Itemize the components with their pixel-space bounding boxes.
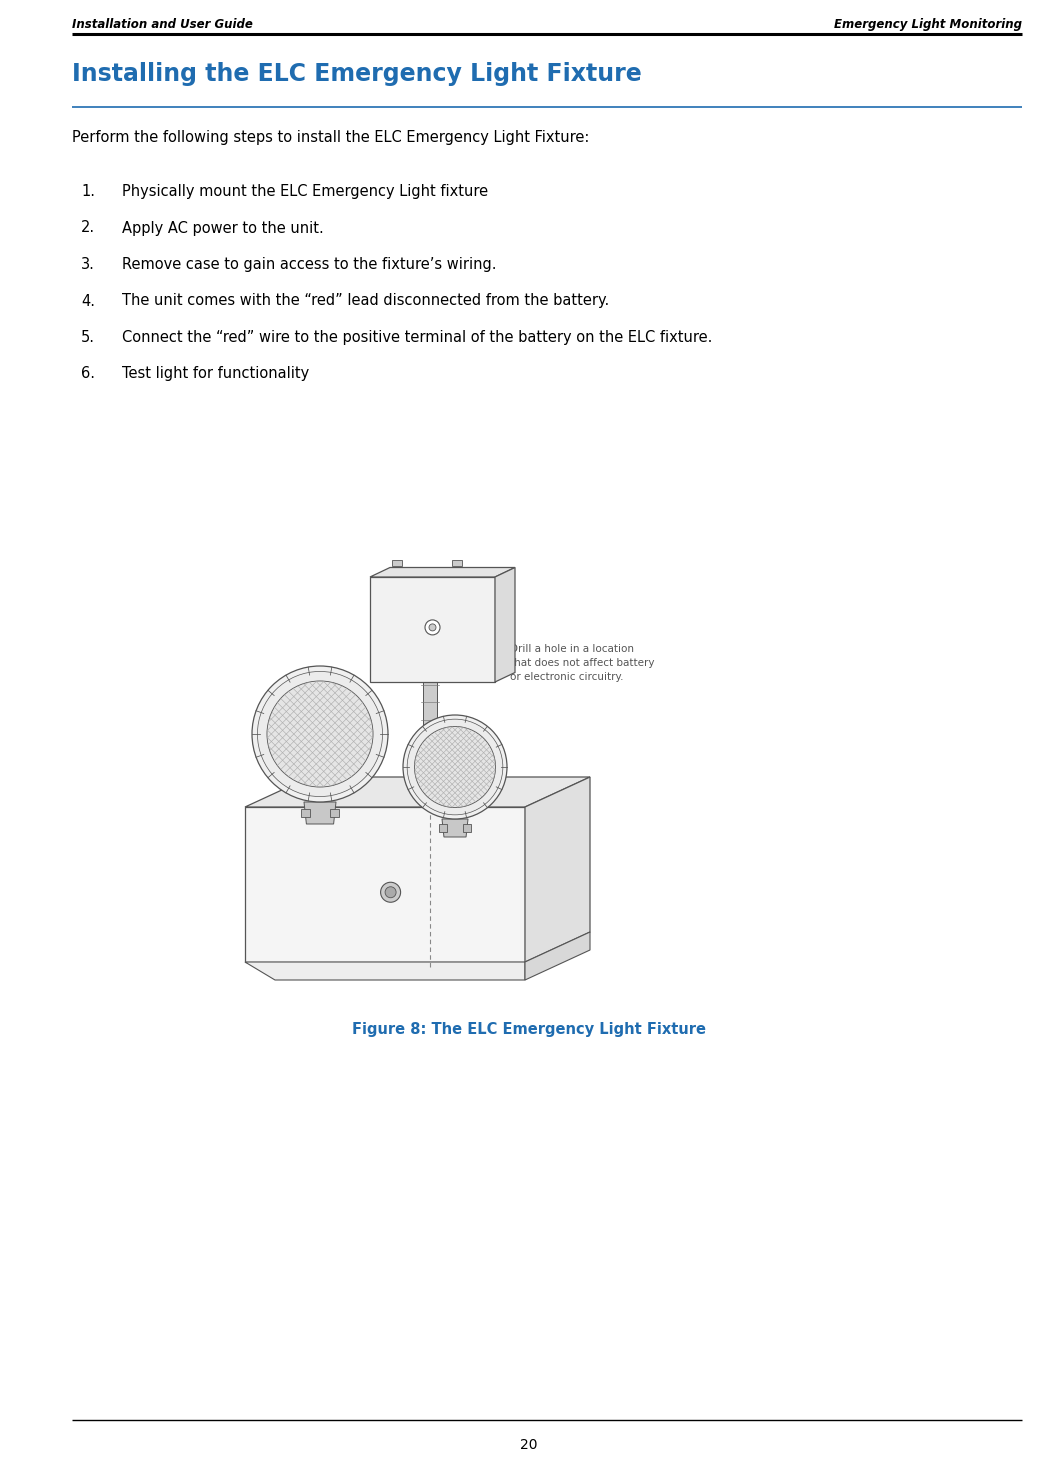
Text: Drill a hole in a location
that does not affect battery
or electronic circuitry.: Drill a hole in a location that does not… <box>509 645 654 682</box>
Text: Emergency Light Monitoring: Emergency Light Monitoring <box>834 18 1022 31</box>
Polygon shape <box>440 824 447 832</box>
Circle shape <box>414 727 496 808</box>
Text: Connect the “red” wire to the positive terminal of the battery on the ELC fixtur: Connect the “red” wire to the positive t… <box>122 330 712 344</box>
Circle shape <box>267 682 373 788</box>
Text: 1.: 1. <box>81 184 95 199</box>
Polygon shape <box>463 824 470 832</box>
Text: 2.: 2. <box>81 221 95 236</box>
Text: Installing the ELC Emergency Light Fixture: Installing the ELC Emergency Light Fixtu… <box>72 62 642 85</box>
Circle shape <box>425 620 440 634</box>
Text: 4.: 4. <box>81 293 95 309</box>
Circle shape <box>381 882 401 902</box>
Polygon shape <box>442 818 468 838</box>
Polygon shape <box>304 802 336 824</box>
Text: 6.: 6. <box>81 367 95 381</box>
Circle shape <box>429 624 435 631</box>
Polygon shape <box>245 807 525 963</box>
Text: 5.: 5. <box>81 330 95 344</box>
Text: Perform the following steps to install the ELC Emergency Light Fixture:: Perform the following steps to install t… <box>72 130 590 146</box>
Polygon shape <box>392 561 402 567</box>
Circle shape <box>385 886 396 898</box>
Text: Figure 8: The ELC Emergency Light Fixture: Figure 8: The ELC Emergency Light Fixtur… <box>352 1022 705 1036</box>
Text: Test light for functionality: Test light for functionality <box>122 367 310 381</box>
Text: Remove case to gain access to the fixture’s wiring.: Remove case to gain access to the fixtur… <box>122 258 497 272</box>
Text: Physically mount the ELC Emergency Light fixture: Physically mount the ELC Emergency Light… <box>122 184 488 199</box>
Text: The unit comes with the “red” lead disconnected from the battery.: The unit comes with the “red” lead disco… <box>122 293 609 309</box>
Polygon shape <box>245 963 525 980</box>
Polygon shape <box>495 568 515 682</box>
Polygon shape <box>330 808 339 817</box>
Polygon shape <box>370 577 495 682</box>
Circle shape <box>252 665 388 802</box>
Text: 3.: 3. <box>81 258 95 272</box>
Circle shape <box>258 671 383 796</box>
Polygon shape <box>370 568 515 577</box>
Text: 20: 20 <box>520 1438 537 1451</box>
Polygon shape <box>525 932 590 980</box>
Circle shape <box>407 720 503 815</box>
Text: Installation and User Guide: Installation and User Guide <box>72 18 253 31</box>
Polygon shape <box>245 777 590 807</box>
Circle shape <box>403 715 507 818</box>
Polygon shape <box>452 561 462 567</box>
Polygon shape <box>424 682 437 792</box>
Polygon shape <box>301 808 311 817</box>
Polygon shape <box>525 777 590 963</box>
Text: Apply AC power to the unit.: Apply AC power to the unit. <box>122 221 323 236</box>
